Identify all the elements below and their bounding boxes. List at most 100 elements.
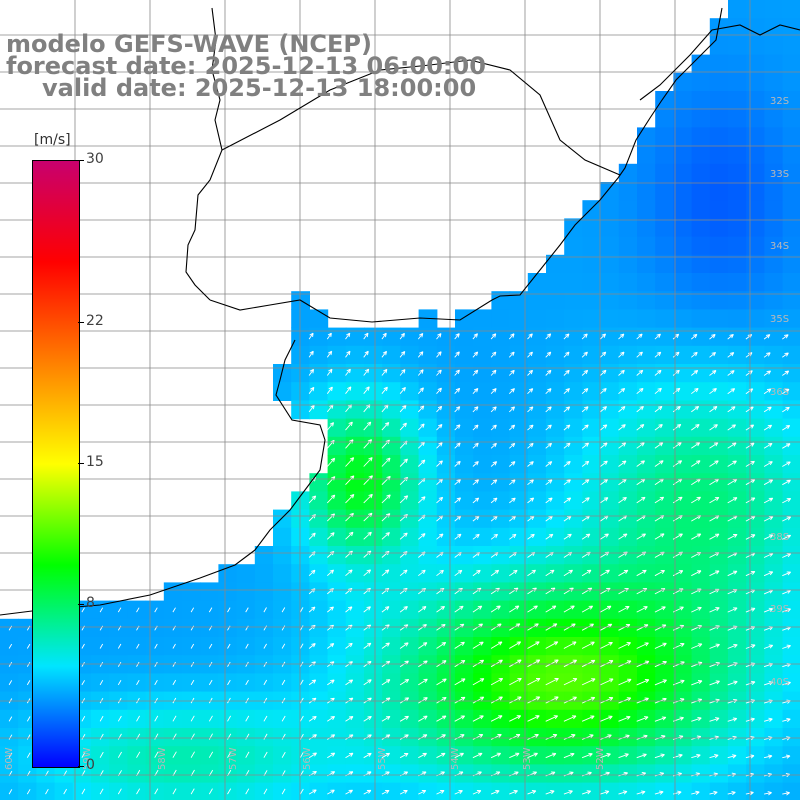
wind-arrow: [600, 387, 607, 395]
wind-arrow: [600, 715, 613, 722]
wind-arrow: [545, 569, 555, 577]
wind-arrow: [763, 406, 772, 413]
wind-arrow: [399, 458, 408, 467]
wind-speed-cell: [691, 618, 711, 638]
wind-speed-cell: [746, 18, 765, 37]
wind-speed-cell: [345, 746, 365, 765]
wind-arrow: [654, 496, 665, 504]
wind-arrow: [763, 424, 773, 431]
wind-speed-cell: [236, 673, 256, 693]
wind-speed-cell: [709, 273, 729, 292]
wind-speed-cell: [127, 600, 147, 620]
wind-speed-cell: [709, 600, 729, 620]
wind-speed-cell: [182, 655, 201, 674]
wind-arrow: [618, 569, 629, 577]
wind-speed-cell: [473, 436, 492, 456]
wind-speed-cell: [473, 309, 492, 329]
wind-speed-cell: [673, 327, 693, 347]
wind-speed-cell: [382, 746, 401, 765]
wind-arrow: [454, 790, 463, 795]
wind-speed-cell: [709, 109, 729, 128]
wind-speed-cell: [364, 364, 383, 383]
wind-speed-cell: [582, 200, 602, 219]
wind-speed-cell: [782, 218, 800, 238]
wind-arrow: [600, 460, 608, 467]
wind-arrow: [691, 680, 703, 686]
wind-speed-cell: [691, 109, 711, 128]
wind-speed-cell: [382, 673, 401, 693]
wind-arrow: [599, 351, 607, 358]
wind-speed-cell: [546, 364, 565, 383]
wind-speed-cell: [600, 182, 620, 201]
wind-speed-cell: [418, 637, 438, 656]
wind-arrow: [281, 643, 286, 649]
wind-speed-cell: [382, 782, 401, 800]
wind-speed-cell: [163, 746, 183, 765]
wind-speed-cell: [673, 637, 693, 656]
wind-speed-cell: [673, 473, 693, 492]
wind-speed-cell: [782, 600, 800, 620]
wind-speed-cell: [382, 764, 401, 784]
wind-speed-cell: [254, 637, 274, 656]
wind-speed-cell: [254, 600, 274, 620]
wind-speed-cell: [764, 782, 784, 800]
wind-speed-cell: [418, 600, 438, 620]
wind-arrow: [654, 405, 663, 413]
wind-arrow: [654, 716, 667, 722]
wind-arrow: [326, 368, 333, 376]
wind-speed-cell: [600, 546, 620, 565]
wind-arrow: [326, 422, 335, 431]
wind-arrow: [545, 333, 552, 340]
wind-arrow: [709, 607, 720, 613]
wind-speed-cell: [691, 509, 711, 529]
wind-speed-cell: [673, 236, 693, 256]
wind-speed-cell: [637, 200, 656, 219]
wind-speed-cell: [364, 400, 383, 420]
wind-speed-cell: [746, 618, 765, 638]
wind-arrow: [399, 332, 405, 340]
wind-speed-cell: [600, 236, 620, 256]
wind-speed-cell: [728, 218, 747, 238]
wind-speed-cell: [746, 746, 765, 765]
wind-speed-cell: [655, 127, 674, 147]
wind-arrow: [581, 752, 593, 759]
wind-speed-cell: [728, 509, 747, 529]
wind-speed-cell: [746, 54, 765, 74]
wind-arrow: [600, 478, 608, 486]
wind-arrow: [363, 606, 371, 613]
wind-speed-cell: [418, 418, 438, 438]
wind-arrow: [527, 569, 536, 577]
wind-arrow: [782, 352, 789, 358]
wind-speed-cell: [709, 364, 729, 383]
wind-arrow: [672, 423, 682, 431]
wind-arrow: [418, 752, 427, 759]
wind-speed-cell: [728, 200, 747, 219]
wind-speed-cell: [782, 491, 800, 511]
wind-speed-cell: [491, 600, 511, 620]
wind-speed-cell: [582, 728, 602, 747]
wind-speed-cell: [327, 364, 347, 383]
wind-speed-cell: [254, 673, 274, 693]
wind-arrow: [545, 369, 552, 376]
wind-arrow: [745, 388, 754, 395]
wind-speed-cell: [673, 418, 693, 438]
wind-speed-cell: [327, 345, 347, 365]
wind-arrow: [117, 643, 122, 649]
wind-arrow: [26, 680, 31, 686]
wind-speed-cell: [364, 728, 383, 747]
wind-arrow: [727, 680, 738, 686]
wind-speed-cell: [309, 309, 329, 329]
wind-speed-cell: [109, 764, 128, 784]
wind-speed-cell: [345, 436, 365, 456]
wind-speed-cell: [637, 582, 656, 602]
wind-arrow: [527, 461, 534, 467]
wind-speed-cell: [564, 527, 583, 547]
wind-speed-cell: [673, 145, 693, 165]
wind-arrow: [527, 406, 534, 413]
wind-speed-cell: [309, 764, 329, 784]
wind-speed-cell: [709, 291, 729, 310]
wind-speed-cell: [728, 618, 747, 638]
wind-speed-cell: [400, 382, 420, 401]
wind-speed-cell: [782, 127, 800, 147]
wind-speed-cell: [509, 655, 529, 674]
